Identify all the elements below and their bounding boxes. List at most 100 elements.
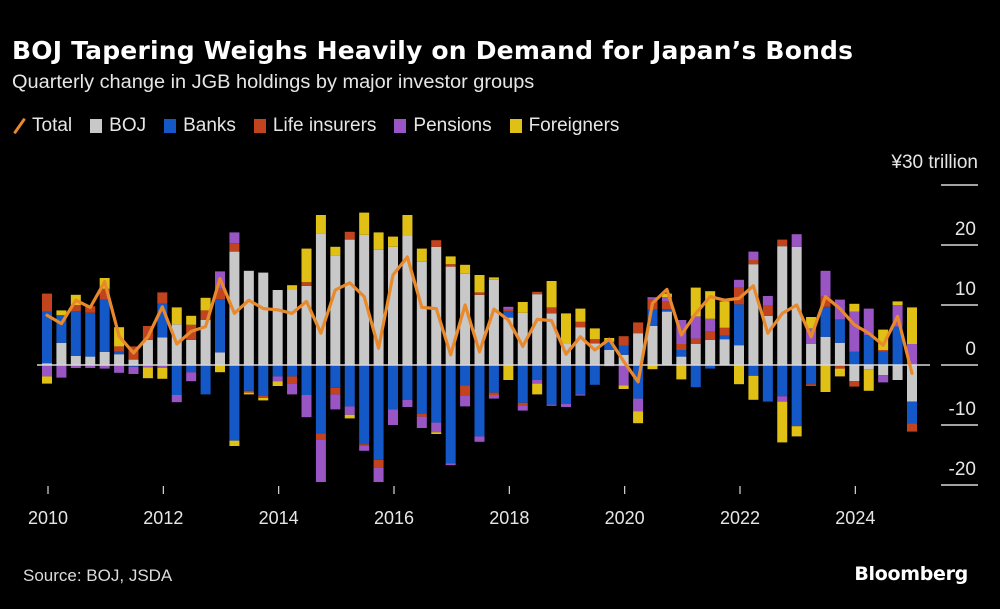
x-tick-label: 2016 (374, 508, 414, 528)
bar-pensions-2022Q4 (777, 396, 788, 402)
bar-life-2022Q1 (734, 287, 744, 305)
bar-pensions-2022Q3 (762, 296, 773, 306)
bar-foreigners-2021Q2 (690, 287, 701, 317)
bar-boj-2023Q2 (806, 344, 817, 365)
bar-foreigners-2024Q1 (849, 303, 860, 312)
bar-boj-2021Q4 (719, 339, 730, 365)
bar-boj-2023Q4 (834, 342, 845, 365)
bar-foreigners-2015Q4 (373, 232, 384, 250)
bar-life-2023Q4 (834, 365, 845, 369)
bars-layer (42, 212, 917, 482)
legend-item-boj: BOJ (90, 115, 146, 137)
legend-label: Pensions (413, 115, 492, 136)
bar-boj-2014Q1 (272, 290, 283, 365)
bar-pensions-2014Q3 (301, 395, 312, 418)
bar-pensions-2020Q1 (618, 365, 629, 386)
bar-boj-2012Q4 (200, 320, 211, 365)
bar-pensions-2023Q1 (791, 234, 802, 247)
bar-life-2021Q1 (676, 344, 687, 350)
bar-boj-2021Q2 (690, 344, 701, 365)
bar-pensions-2023Q3 (820, 270, 831, 297)
bar-pensions-2016Q2 (402, 399, 413, 407)
bar-boj-2019Q3 (589, 343, 600, 365)
bar-boj-2016Q3 (416, 261, 427, 365)
bar-foreigners-2013Q1 (215, 365, 225, 373)
bar-boj-2010Q2 (56, 342, 67, 365)
bar-banks-2018Q1 (503, 311, 514, 318)
bar-foreigners-2025Q1 (907, 307, 917, 344)
bar-foreigners-2014Q3 (301, 248, 312, 283)
bar-boj-2024Q2 (863, 365, 874, 370)
bar-foreigners-2013Q4 (258, 398, 269, 401)
bar-banks-2018Q4 (546, 365, 557, 405)
bar-boj-2014Q3 (301, 285, 312, 365)
bar-life-2022Q2 (748, 260, 759, 265)
bar-boj-2022Q1 (734, 345, 744, 365)
legend-item-total: Total (12, 115, 72, 137)
bar-boj-2013Q3 (243, 270, 254, 365)
legend-label: Banks (183, 115, 236, 136)
bar-boj-2016Q1 (388, 246, 398, 365)
bar-banks-2012Q4 (200, 365, 211, 395)
bar-life-2018Q2 (517, 402, 528, 406)
bar-pensions-2024Q2 (863, 308, 874, 335)
bar-life-2017Q1 (445, 264, 456, 267)
bar-pensions-2014Q2 (287, 383, 298, 395)
bar-banks-2014Q2 (287, 365, 298, 377)
bar-boj-2019Q4 (604, 350, 615, 365)
bar-banks-2019Q1 (561, 365, 571, 404)
bar-banks-2017Q3 (474, 365, 485, 437)
bar-banks-2018Q3 (532, 365, 543, 380)
x-tick-label: 2020 (605, 508, 645, 528)
y-axis-unit-label: ¥30 trillion (891, 152, 978, 173)
bar-foreigners-2014Q4 (315, 215, 326, 234)
bar-pensions-2013Q2 (229, 232, 240, 244)
bar-boj-2018Q3 (532, 294, 543, 365)
bar-life-2022Q4 (777, 239, 788, 247)
bar-pensions-2017Q4 (488, 395, 499, 399)
bar-foreigners-2020Q2 (633, 411, 644, 424)
bar-boj-2015Q4 (373, 249, 384, 365)
bar-foreigners-2020Q4 (661, 293, 672, 298)
bar-life-2018Q3 (532, 291, 543, 295)
bar-boj-2014Q2 (287, 290, 298, 365)
bar-boj-2010Q4 (85, 356, 96, 365)
bar-banks-2010Q3 (70, 311, 81, 356)
bar-foreigners-2016Q4 (431, 432, 442, 434)
bar-pensions-2022Q2 (748, 251, 759, 260)
bar-foreigners-2015Q2 (344, 414, 355, 419)
bar-boj-2010Q1 (42, 363, 52, 365)
bar-banks-2022Q1 (734, 304, 744, 346)
bar-life-2023Q2 (806, 384, 817, 386)
bar-banks-2014Q3 (301, 365, 312, 395)
bar-banks-2017Q2 (460, 365, 471, 386)
bar-foreigners-2018Q1 (503, 365, 514, 380)
bar-life-2015Q1 (330, 387, 341, 395)
bar-pensions-2015Q4 (373, 467, 384, 482)
bar-banks-2016Q1 (388, 365, 398, 410)
bar-boj-2010Q3 (70, 356, 81, 365)
bar-pensions-2015Q3 (359, 446, 370, 451)
bar-boj-2019Q2 (575, 327, 586, 365)
bar-life-2019Q2 (575, 321, 586, 328)
bar-pensions-2011Q2 (114, 365, 125, 373)
bar-pensions-2021Q3 (705, 318, 716, 332)
bar-banks-2015Q1 (330, 365, 341, 388)
bar-life-2024Q1 (849, 381, 860, 387)
bar-life-2020Q1 (618, 336, 629, 346)
chart-subtitle: Quarterly change in JGB holdings by majo… (12, 72, 535, 93)
bar-life-2025Q1 (907, 423, 917, 432)
swatch-icon (509, 119, 522, 133)
bar-pensions-2016Q4 (431, 422, 442, 433)
bar-banks-2010Q4 (85, 312, 96, 357)
bar-foreigners-2020Q1 (618, 385, 629, 389)
bar-banks-2012Q3 (186, 365, 197, 373)
bar-life-2020Q2 (633, 322, 644, 334)
bar-life-2017Q4 (488, 392, 499, 395)
bar-pensions-2011Q4 (142, 365, 153, 368)
bar-boj-2025Q1 (907, 365, 917, 402)
bar-banks-2015Q2 (344, 365, 355, 407)
bar-pensions-2012Q1 (157, 365, 168, 368)
bar-life-2011Q4 (142, 326, 153, 340)
